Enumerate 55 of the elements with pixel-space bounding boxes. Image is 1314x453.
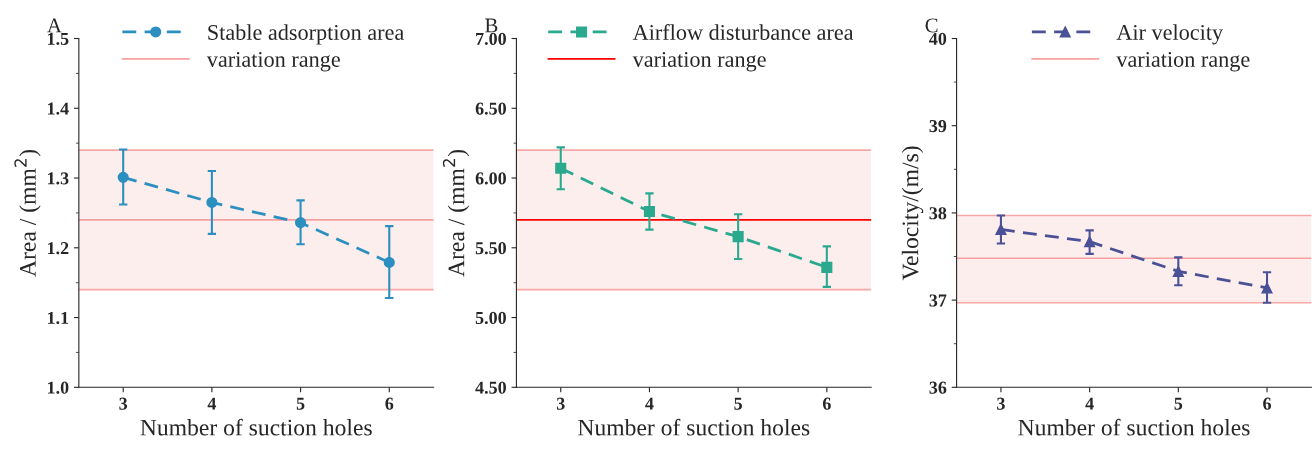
y-tick-label: 37 — [929, 294, 947, 307]
x-axis-title: Number of suction holes — [1018, 418, 1250, 436]
x-tick-label: 3 — [556, 397, 565, 410]
x-tick-label: 3 — [119, 397, 128, 410]
point — [555, 162, 567, 174]
x-axis-title: Number of suction holes — [140, 418, 372, 436]
y-tick-label: 1.0 — [48, 381, 69, 394]
legend-label: variation range — [1116, 51, 1250, 72]
point — [1084, 236, 1096, 248]
y-tick-label: 1.4 — [48, 102, 69, 115]
y-axis-title: Area / (mm$^{2}$) — [14, 149, 41, 277]
legend-label: Airflow disturbance area — [632, 24, 854, 40]
chart-title: C — [925, 18, 938, 33]
y-tick-label: 5.50 — [475, 242, 506, 255]
y-tick-label: 40 — [929, 32, 947, 45]
legend-label: variation range — [206, 51, 340, 72]
point — [117, 171, 129, 183]
x-tick-label: 6 — [822, 397, 831, 410]
chart-title: B — [485, 18, 498, 33]
y-tick-label: 1.5 — [48, 32, 69, 46]
y-tick-label: 6.50 — [475, 102, 506, 115]
x-tick-label: 5 — [734, 397, 742, 410]
legend-label: variation range — [632, 51, 766, 72]
x-tick-label: 4 — [645, 397, 654, 410]
y-axis-title: Area / (mm$^{2}$) — [442, 149, 470, 277]
point — [1172, 265, 1184, 277]
point — [732, 231, 744, 243]
y-tick-label: 1.1 — [48, 311, 69, 325]
legend-label: Air velocity — [1116, 24, 1224, 45]
y-tick-label: 7.00 — [476, 32, 506, 46]
y-tick-label: 4.50 — [475, 381, 506, 394]
x-tick-label: 4 — [1085, 397, 1094, 410]
x-tick-label: 4 — [207, 397, 217, 410]
y-tick-label: 39 — [929, 120, 947, 133]
point — [643, 205, 656, 218]
x-tick-label: 3 — [997, 397, 1005, 410]
point — [1261, 282, 1273, 294]
x-tick-label: 5 — [1174, 397, 1183, 410]
y-tick-label: 6.00 — [475, 172, 506, 185]
y-tick-label: 1.2 — [48, 242, 69, 255]
chart-title: A — [47, 18, 62, 33]
y-tick-label: 38 — [929, 207, 947, 220]
x-axis-title: Number of suction holes — [578, 418, 810, 436]
x-tick-label: 6 — [1263, 397, 1272, 410]
y-axis-title: Velocity/(m/s) — [901, 146, 924, 281]
x-tick-label: 6 — [385, 397, 394, 410]
point — [821, 261, 833, 273]
x-tick-label: 5 — [296, 397, 305, 410]
point — [206, 196, 218, 209]
point — [383, 256, 395, 268]
y-tick-label: 36 — [929, 381, 947, 394]
legend-label: Stable adsorption area — [208, 24, 404, 45]
y-tick-label: 1.3 — [48, 172, 69, 185]
point — [295, 217, 307, 229]
y-tick-label: 5.00 — [475, 311, 506, 325]
